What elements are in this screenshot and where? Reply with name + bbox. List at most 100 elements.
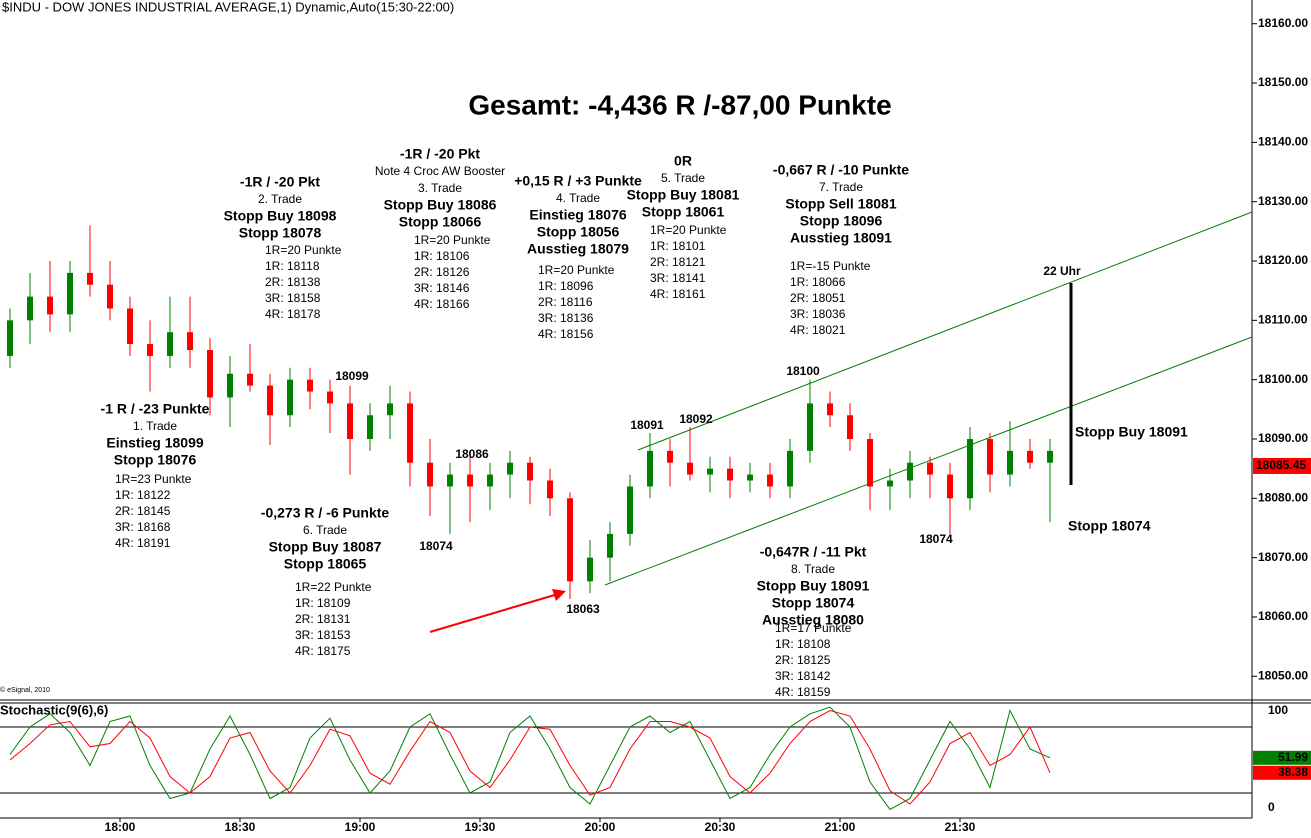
candle-body <box>7 320 13 356</box>
trade-note-heading: Stopp 18056 <box>537 224 620 240</box>
trade-note-heading: Stopp Buy 18087 <box>269 539 382 555</box>
candle-body <box>427 462 433 487</box>
candle-body <box>587 557 593 582</box>
y-tick-label: 18150.00 <box>1258 75 1308 89</box>
candle-body <box>787 450 793 487</box>
trade-note-target: 4R: 18166 <box>414 297 470 311</box>
candle-body <box>687 462 693 475</box>
candle-body <box>567 498 573 582</box>
candle-body <box>467 474 473 487</box>
trade-note-target: 1R=20 Punkte <box>265 243 342 257</box>
trade-note-heading: Ausstieg 18079 <box>527 241 629 257</box>
trade-note-target: 4R: 18021 <box>790 323 846 337</box>
trade-note-heading: Stopp Buy 18086 <box>384 197 497 213</box>
trade-note-heading: Ausstieg 18080 <box>762 612 864 628</box>
trade-note-target: 1R: 18109 <box>295 596 351 610</box>
value-label: 38.38 <box>1278 765 1308 779</box>
trade-note-heading: Stopp 18066 <box>399 214 482 230</box>
trade-note-target: 1R: 18118 <box>265 259 320 273</box>
y-tick-label: 18100.00 <box>1258 372 1308 386</box>
candle-body <box>627 486 633 534</box>
price-label: 18091 <box>630 418 664 432</box>
trade-note-target: 1R=20 Punkte <box>538 263 615 277</box>
last-price-box <box>1253 457 1311 474</box>
trade-note-heading: Stopp 18076 <box>114 452 197 468</box>
candle-body <box>747 474 753 481</box>
candle-body <box>527 462 533 481</box>
x-tick-label: 19:30 <box>465 820 496 834</box>
y-tick-label: 18050.00 <box>1258 668 1308 682</box>
candle-body <box>267 385 273 416</box>
trade-note-target: 2R: 18116 <box>538 295 593 309</box>
candle-body <box>507 462 513 475</box>
y-tick-label: 100 <box>1268 703 1288 717</box>
candle-body <box>607 533 613 558</box>
trade-note-heading: -1 R / -23 Punkte <box>101 401 210 417</box>
candle-body <box>367 415 373 439</box>
value-box <box>1253 765 1311 780</box>
trade-note-heading: Note 4 Croc AW Booster <box>375 164 505 178</box>
trade-note-target: 2R: 18126 <box>414 265 470 279</box>
x-tick-label: 18:30 <box>225 820 256 834</box>
price-label: 18063 <box>566 602 600 616</box>
stochastic-line <box>9 706 1051 811</box>
trade-note-heading: Einstieg 18076 <box>529 207 626 223</box>
y-tick-label: 18120.00 <box>1258 253 1308 267</box>
trade-note-heading: 1. Trade <box>133 419 177 433</box>
price-label: 18086 <box>455 447 489 461</box>
y-tick-label: 18130.00 <box>1258 194 1308 208</box>
y-tick-label: 18140.00 <box>1258 135 1308 149</box>
trade-note-target: 1R=22 Punkte <box>295 580 372 594</box>
copyright: © eSignal, 2010 <box>0 686 50 694</box>
trade-note-target: 1R=20 Punkte <box>414 233 491 247</box>
candle-body <box>27 296 33 321</box>
x-tick-label: 19:00 <box>345 820 376 834</box>
candle-body <box>287 379 293 416</box>
trade-note-heading: -1R / -20 Pkt <box>240 174 320 190</box>
trade-note-target: 4R: 18175 <box>295 644 351 658</box>
trade-note-target: 3R: 18136 <box>538 311 594 325</box>
side-note: Stopp 18074 <box>1068 518 1151 534</box>
trade-note-heading: -0,647R / -11 Pkt <box>760 544 867 560</box>
trade-note-heading: Stopp 18078 <box>239 225 322 241</box>
candle-body <box>647 450 653 487</box>
trade-note-target: 1R=20 Punkte <box>650 223 727 237</box>
arrow-head <box>552 589 566 601</box>
trade-note-target: 1R=-15 Punkte <box>790 259 871 273</box>
x-tick-label: 21:00 <box>825 820 856 834</box>
trade-note-target: 1R: 18101 <box>650 239 706 253</box>
trade-note-target: 3R: 18168 <box>115 520 171 534</box>
candle-body <box>107 284 113 309</box>
candle-body <box>247 373 253 386</box>
trade-note-target: 1R: 18066 <box>790 275 846 289</box>
candle-body <box>707 468 713 475</box>
candle-body <box>387 403 393 416</box>
trade-note-target: 1R: 18096 <box>538 279 594 293</box>
trade-note-heading: 5. Trade <box>661 171 705 185</box>
side-note: Stopp Buy 18091 <box>1075 424 1188 440</box>
trade-note-heading: Stopp 18065 <box>284 556 367 572</box>
candle-body <box>947 474 953 499</box>
trade-note-target: 3R: 18158 <box>265 291 321 305</box>
trade-note-heading: -1R / -20 Pkt <box>400 146 480 162</box>
candle-body <box>547 480 553 499</box>
trade-note-target: 2R: 18121 <box>650 255 706 269</box>
candle-body <box>167 332 173 356</box>
trend-channel <box>604 336 1253 586</box>
candle-body <box>407 403 413 463</box>
candle-body <box>207 350 213 398</box>
candle-body <box>1007 450 1013 475</box>
trade-note-heading: Ausstieg 18091 <box>790 230 892 246</box>
price-label: 18074 <box>419 539 453 553</box>
candle-body <box>987 438 993 475</box>
price-label: 18074 <box>919 532 953 546</box>
candle-body <box>347 403 353 439</box>
last-price-label: 18085.45 <box>1256 458 1306 472</box>
trade-note-heading: 0R <box>674 153 692 169</box>
trade-note-heading: Stopp Buy 18091 <box>757 578 870 594</box>
trade-note-target: 4R: 18191 <box>115 536 171 550</box>
candle-body <box>767 474 773 487</box>
trade-note-target: 2R: 18145 <box>115 504 171 518</box>
candle-body <box>827 403 833 416</box>
